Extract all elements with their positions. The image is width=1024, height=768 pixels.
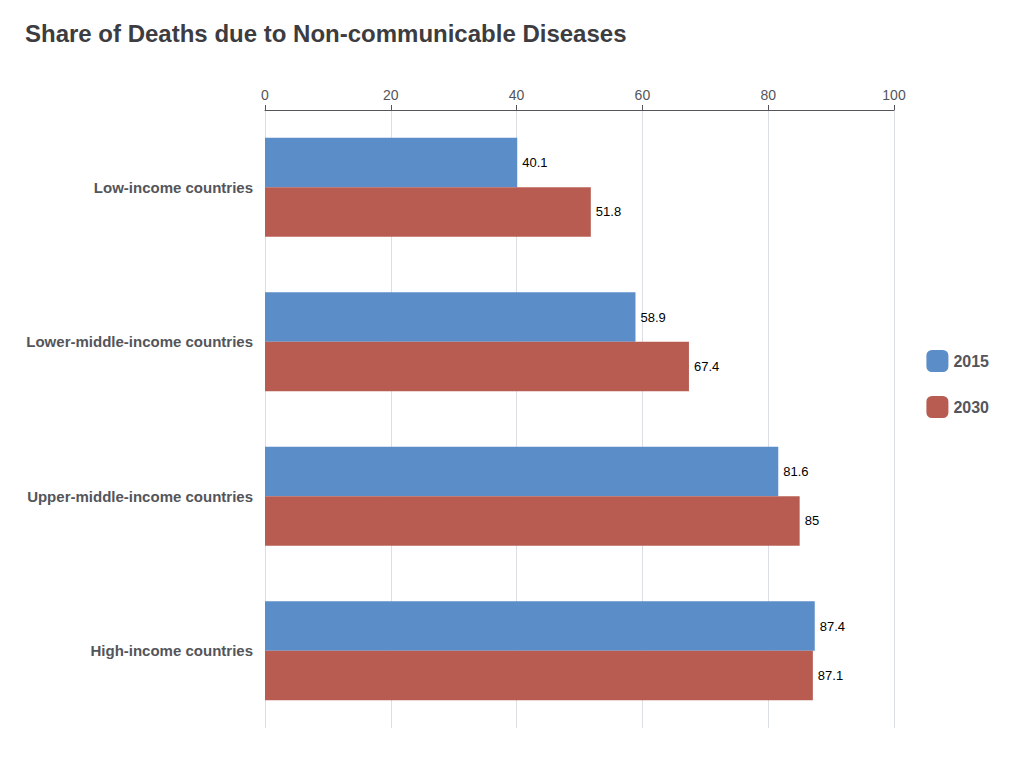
svg-text:40: 40: [509, 87, 525, 103]
svg-text:Low-income countries: Low-income countries: [94, 179, 253, 196]
svg-text:40.1: 40.1: [522, 155, 547, 170]
svg-text:20: 20: [383, 87, 399, 103]
svg-text:67.4: 67.4: [694, 359, 719, 374]
svg-text:87.4: 87.4: [820, 619, 845, 634]
svg-text:0: 0: [261, 87, 269, 103]
svg-text:Upper-middle-income countries: Upper-middle-income countries: [27, 488, 253, 505]
svg-text:High-income countries: High-income countries: [90, 642, 253, 659]
svg-text:2030: 2030: [953, 399, 989, 416]
svg-text:58.9: 58.9: [640, 310, 665, 325]
svg-text:Share of Deaths due to Non-com: Share of Deaths due to Non-communicable …: [25, 20, 627, 47]
svg-text:2015: 2015: [953, 353, 989, 370]
svg-text:85: 85: [805, 513, 819, 528]
svg-text:87.1: 87.1: [818, 668, 843, 683]
svg-text:100: 100: [882, 87, 906, 103]
svg-text:81.6: 81.6: [783, 464, 808, 479]
svg-text:60: 60: [635, 87, 651, 103]
svg-text:Lower-middle-income countries: Lower-middle-income countries: [26, 333, 253, 350]
svg-text:51.8: 51.8: [596, 204, 621, 219]
svg-text:80: 80: [760, 87, 776, 103]
